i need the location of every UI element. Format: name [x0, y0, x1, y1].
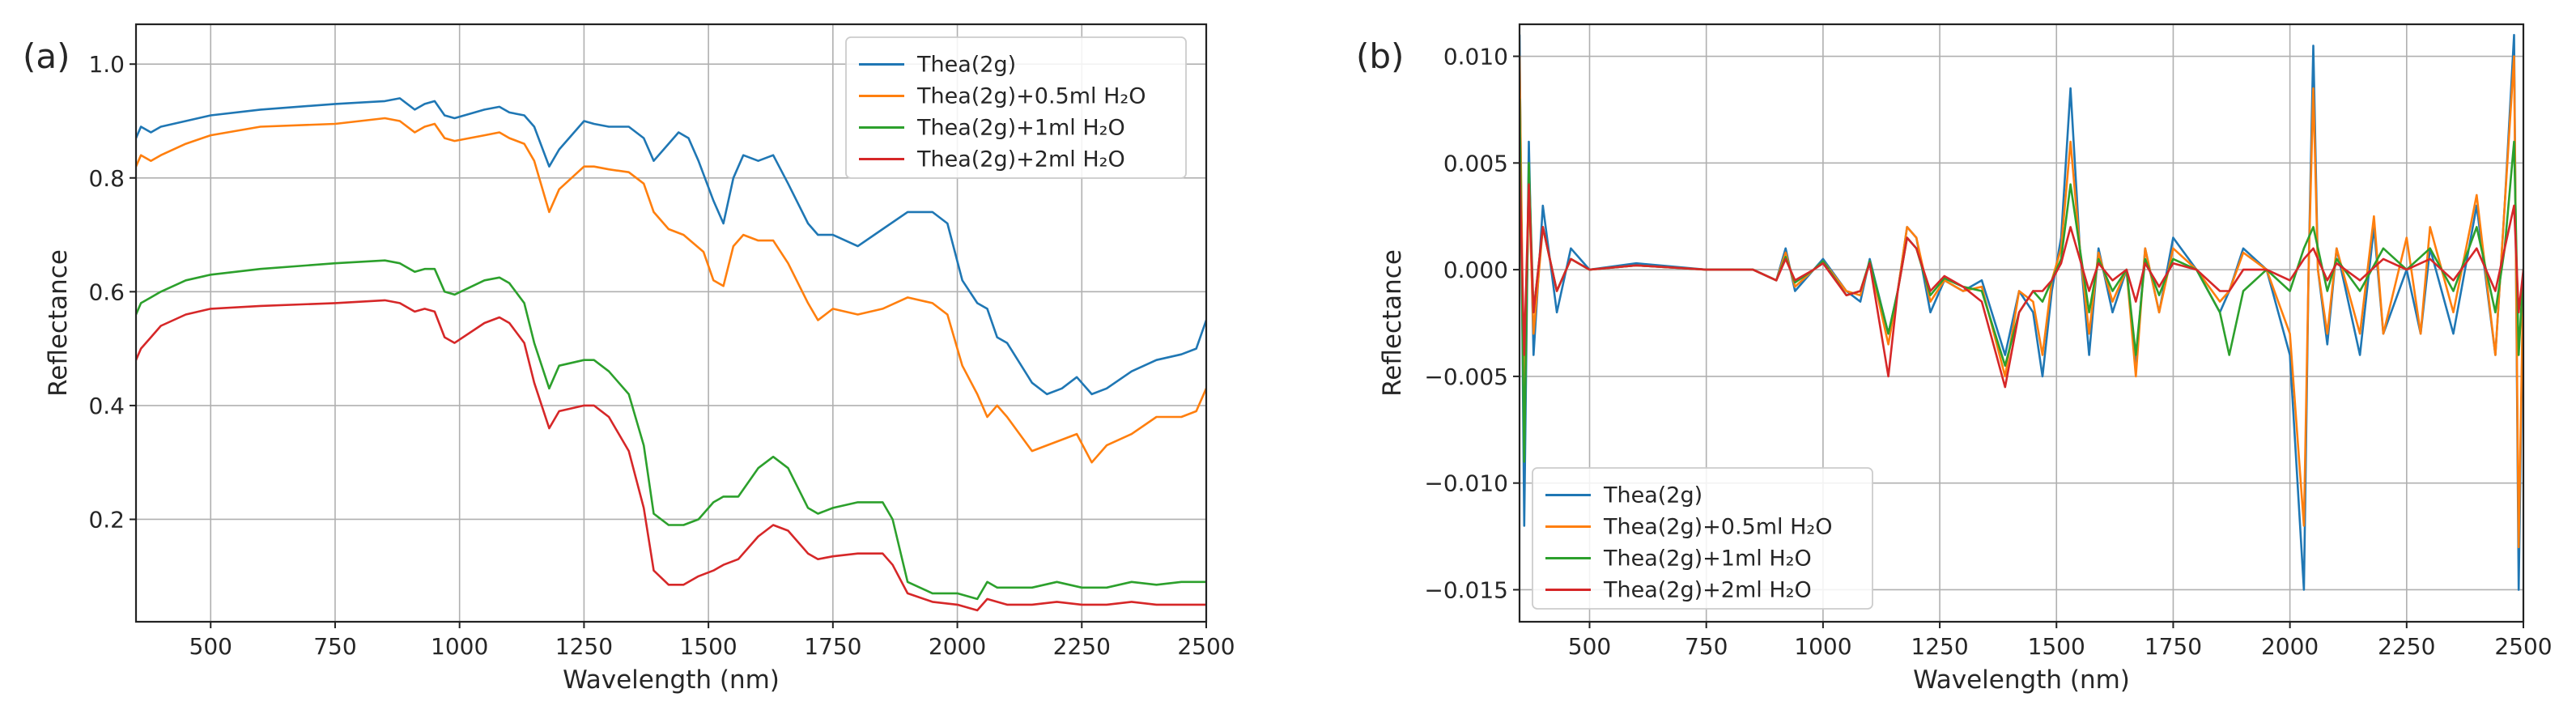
panel-a-label: (a) [23, 36, 70, 76]
legend-entry: Thea(2g)+1ml H₂O [1603, 546, 1812, 572]
legend-entry: Thea(2g) [1603, 483, 1702, 508]
x-tick-label: 1000 [431, 633, 488, 660]
panel-a-reflectance-chart: (a) 500 750 1000 1250 1500 1750 2000 2250 2500 0.… [23, 23, 1235, 695]
x-tick-label: 750 [313, 633, 356, 660]
series-line-3 [136, 259, 1206, 601]
legend-entry: Thea(2g) [916, 53, 1016, 78]
panel-a-ticks: 500 750 1000 1250 1500 1750 2000 2250 2500 0.2 0.4… [88, 51, 1235, 660]
x-tick-label: 2000 [929, 633, 986, 660]
legend-box [845, 36, 1187, 179]
x-tick-label: 1500 [679, 633, 737, 660]
x-tick-label: 2250 [2378, 633, 2435, 660]
y-tick-label: 1.0 [88, 51, 125, 78]
x-tick-label: 1500 [2028, 633, 2085, 660]
x-tick-label: 1250 [555, 633, 613, 660]
panel-b-plot-frame [1518, 23, 2525, 623]
y-tick-label: −0.005 [1424, 364, 1508, 390]
x-tick-label: 2500 [2494, 633, 2552, 660]
x-tick-label: 2500 [1177, 633, 1235, 660]
legend-entry: Thea(2g)+0.5ml H₂O [1603, 515, 1832, 540]
legend-entry: Thea(2g)+2ml H₂O [916, 147, 1125, 172]
panel-b-derivative-chart: (b) 500 750 1000 1250 1500 1750 2000 2250 2500 −0… [1356, 23, 2553, 695]
x-tick-label: 1750 [2145, 633, 2202, 660]
y-tick-label: 0.2 [88, 506, 125, 533]
series-line-3 [1520, 98, 2523, 463]
series-line-4 [136, 299, 1206, 612]
y-tick-label: −0.010 [1424, 470, 1508, 497]
y-tick-label: 0.000 [1443, 257, 1508, 283]
y-tick-label: −0.015 [1424, 576, 1508, 603]
panel-b-x-axis-label: Wavelength (nm) [1913, 665, 2130, 695]
panel-a-series [136, 97, 1206, 612]
panel-a-legend: Thea(2g) Thea(2g)+0.5ml H₂O Thea(2g)+1ml H… [845, 36, 1187, 179]
x-tick-label: 500 [1568, 633, 1611, 660]
panel-a-x-axis-label: Wavelength (nm) [563, 665, 780, 695]
panel-b-series [1520, 33, 2523, 591]
y-tick-label: 0.005 [1443, 150, 1508, 176]
y-tick-label: 0.4 [88, 393, 125, 419]
panel-a-y-axis-label: Reflectance [44, 249, 73, 397]
y-tick-label: 0.6 [88, 278, 125, 305]
x-tick-label: 1000 [1794, 633, 1851, 660]
x-tick-label: 2250 [1053, 633, 1111, 660]
x-tick-label: 1250 [1911, 633, 1968, 660]
panel-b-legend: Thea(2g) Thea(2g)+0.5ml H₂O Thea(2g)+1ml H… [1532, 467, 1873, 610]
panel-b-label: (b) [1356, 36, 1404, 76]
y-tick-label: 0.8 [88, 165, 125, 192]
panel-b-y-axis-label: Reflectance [1378, 249, 1407, 397]
legend-entry: Thea(2g)+0.5ml H₂O [916, 84, 1146, 109]
series-line-4 [1520, 162, 2523, 389]
x-tick-label: 750 [1685, 633, 1728, 660]
x-tick-label: 2000 [2261, 633, 2319, 660]
panel-a-plot-frame [134, 23, 1208, 623]
series-line-1 [136, 97, 1206, 396]
series-line-2 [136, 117, 1206, 464]
legend-box [1532, 467, 1873, 610]
legend-entry: Thea(2g)+2ml H₂O [1603, 578, 1812, 603]
panel-b-ticks: 500 750 1000 1250 1500 1750 2000 2250 2500 −0.015… [1424, 44, 2552, 660]
y-tick-label: 0.010 [1443, 44, 1508, 70]
x-tick-label: 500 [189, 633, 232, 660]
x-tick-label: 1750 [804, 633, 861, 660]
legend-entry: Thea(2g)+1ml H₂O [916, 116, 1125, 141]
